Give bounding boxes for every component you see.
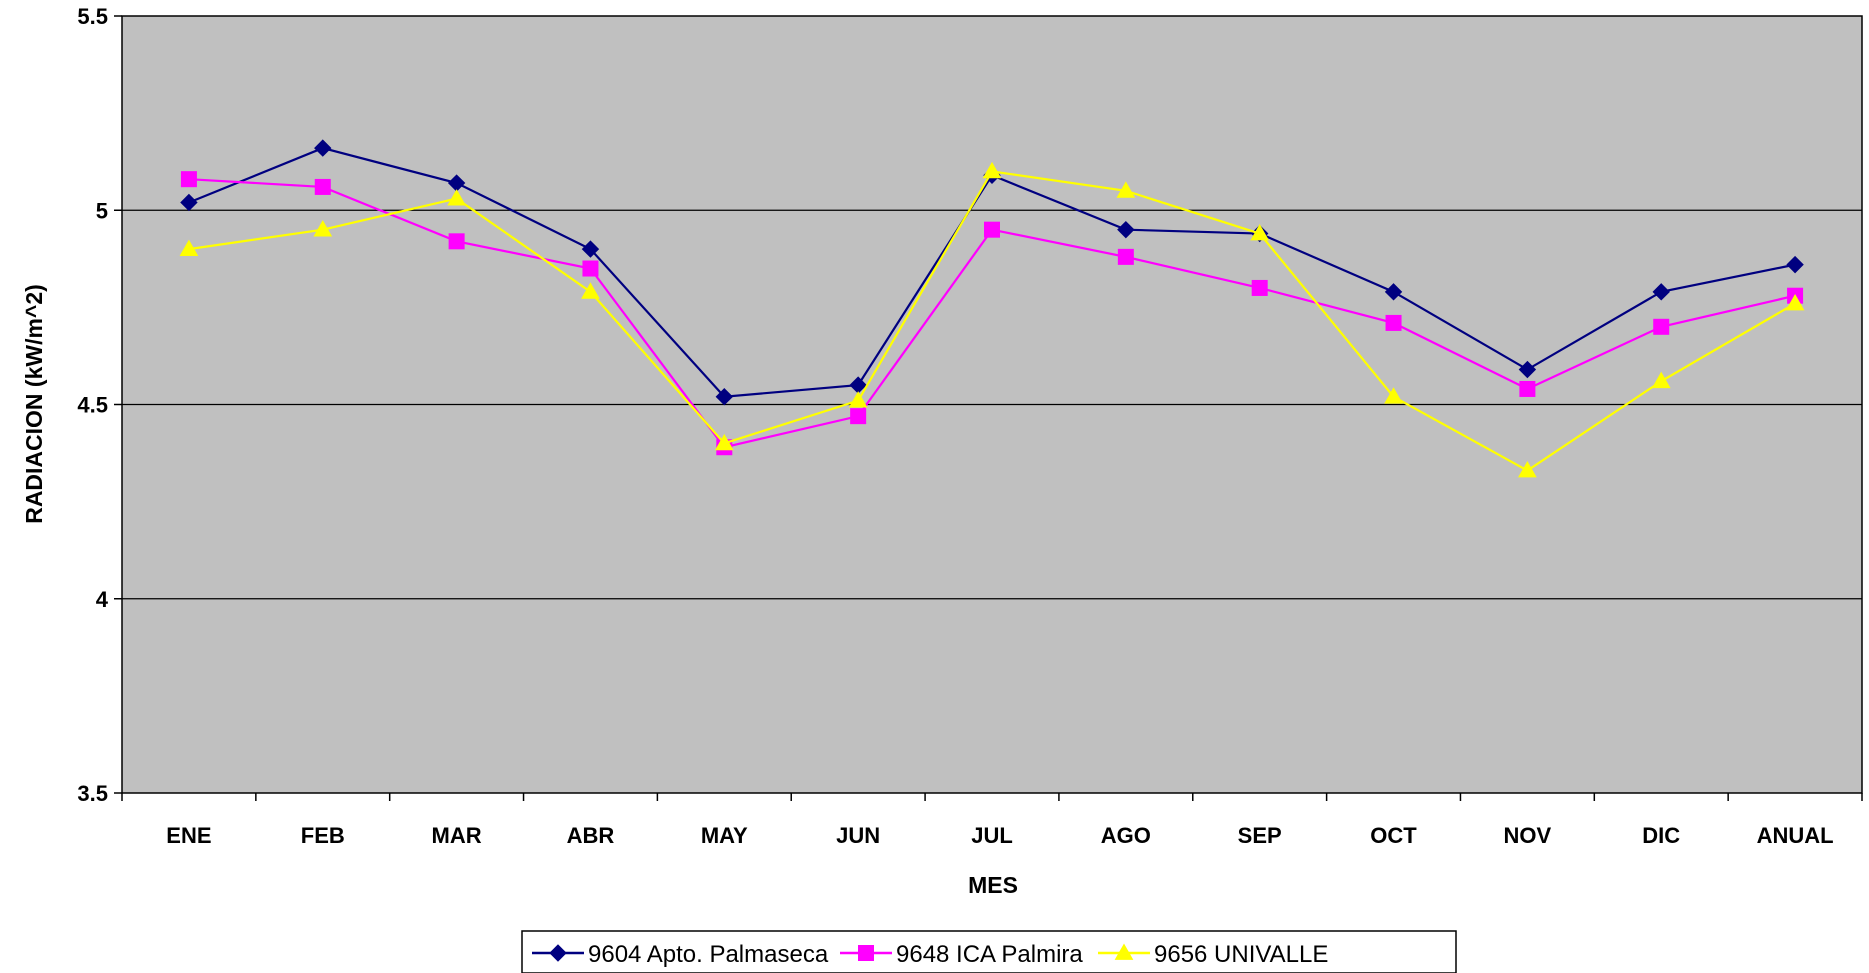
x-tick-label: FEB (301, 823, 345, 848)
legend-box (521, 930, 1457, 973)
legend-item: 9604 Apto. Palmaseca (532, 941, 829, 968)
legend-items: 9604 Apto. Palmaseca 9648 ICA Palmira 9656… (532, 941, 1328, 968)
x-tick-label: ANUAL (1757, 823, 1834, 848)
y-tick-label: 4 (96, 587, 109, 612)
gridlines (122, 209, 1862, 600)
legend-swatch-marker (1114, 943, 1134, 960)
x-tick-label: SEP (1238, 823, 1282, 848)
data-point (714, 433, 734, 451)
y-tick-label: 5.5 (77, 4, 108, 29)
data-point (850, 408, 867, 425)
data-point (1250, 224, 1270, 241)
series-2 (180, 171, 1804, 456)
data-point (1384, 387, 1403, 404)
data-point (1385, 314, 1402, 331)
x-tick-label: OCT (1370, 823, 1417, 848)
data-point (581, 240, 600, 258)
y-tick-label: 4.5 (77, 393, 108, 418)
x-tick-label: ENE (166, 823, 211, 848)
data-point (982, 161, 1002, 179)
legend-label: 9656 UNIVALLE (1154, 941, 1328, 968)
data-point (314, 178, 331, 195)
y-tick-label: 5 (96, 198, 108, 223)
y-axis-tick-labels: 3.5 4 4.5 5 5.5 (77, 4, 122, 806)
y-axis-title: RADIACION (kW/m^2) (21, 284, 47, 524)
legend-item: 9648 ICA Palmira (840, 941, 1083, 968)
data-point (1518, 461, 1537, 478)
x-axis-title: MES (968, 872, 1018, 898)
data-point (848, 391, 868, 408)
legend-item: 9656 UNIVALLE (1098, 941, 1328, 968)
x-tick-label: JUN (836, 823, 880, 848)
data-point (1116, 181, 1136, 198)
data-point (1785, 293, 1805, 311)
x-axis-ticks (121, 793, 1863, 801)
data-point (180, 193, 198, 212)
data-point (1786, 255, 1804, 274)
y-tick-label: 3.5 (77, 781, 108, 806)
data-point (984, 221, 1000, 238)
data-point (581, 282, 600, 299)
data-point (1651, 371, 1671, 389)
legend: 9604 Apto. Palmaseca 9648 ICA Palmira 9656… (521, 930, 1457, 973)
data-point (448, 233, 465, 250)
data-point (582, 260, 599, 277)
legend-swatch-marker (549, 944, 567, 962)
data-point (715, 388, 734, 406)
x-tick-label: NOV (1504, 823, 1552, 848)
data-point (1117, 220, 1135, 239)
legend-swatch-marker (858, 945, 874, 961)
series-3 (179, 161, 1805, 478)
x-tick-label: AGO (1101, 823, 1151, 848)
x-axis-tick-labels: ENE FEB MAR ABR MAY JUN JUL AGO SEP OCT NOV DIC ANUA… (166, 823, 1833, 848)
legend-label: 9604 Apto. Palmaseca (588, 941, 829, 968)
data-point (1518, 360, 1537, 379)
x-tick-label: DIC (1642, 823, 1680, 848)
data-point (447, 189, 466, 206)
data-point (180, 171, 197, 188)
x-tick-label: JUL (971, 823, 1013, 848)
data-point (1384, 283, 1403, 301)
x-tick-label: MAR (432, 823, 482, 848)
data-point (1653, 318, 1670, 335)
data-point (313, 220, 333, 237)
x-tick-label: ABR (567, 823, 615, 848)
x-tick-label: MAY (701, 823, 748, 848)
data-point (179, 239, 199, 256)
legend-label: 9648 ICA Palmira (896, 941, 1083, 968)
data-point (1519, 380, 1536, 397)
data-point (1117, 248, 1134, 265)
data-point (1251, 279, 1268, 296)
data-point (1652, 283, 1670, 301)
series-layer (179, 139, 1805, 478)
data-point (314, 139, 332, 157)
